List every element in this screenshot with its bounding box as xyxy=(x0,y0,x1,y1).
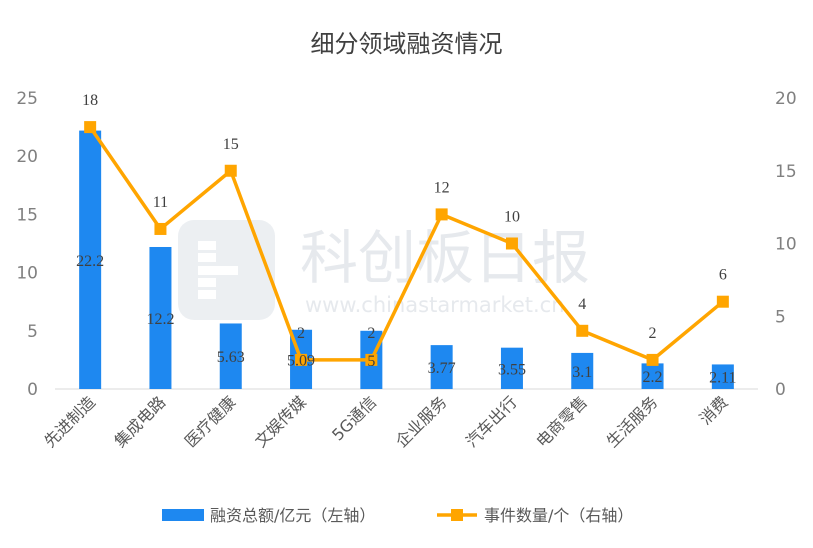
left-axis-tick: 10 xyxy=(16,264,38,284)
line-marker xyxy=(84,121,97,134)
bar xyxy=(641,363,664,389)
category-label: 集成电路 xyxy=(111,392,170,451)
line-data-label: 15 xyxy=(223,136,239,153)
line-data-label: 11 xyxy=(153,194,168,211)
line-marker xyxy=(224,164,237,177)
line-marker xyxy=(435,208,448,221)
left-axis-tick: 15 xyxy=(16,205,38,225)
line-series xyxy=(88,126,724,362)
left-axis-tick: 25 xyxy=(16,89,38,109)
line-data-label: 2 xyxy=(297,325,305,342)
bar-data-label: 3.55 xyxy=(498,361,526,378)
right-axis-tick: 5 xyxy=(775,307,786,327)
line-marker xyxy=(576,324,589,337)
category-label: 生活服务 xyxy=(603,392,662,451)
line-data-label: 6 xyxy=(719,267,727,284)
left-axis-tick: 20 xyxy=(16,147,38,167)
line-marker xyxy=(505,237,518,250)
category-label: 文娱传媒 xyxy=(251,392,310,451)
chart-title: 细分领域融资情况 xyxy=(310,30,503,58)
line-data-label: 18 xyxy=(82,92,98,109)
right-axis-tick: 15 xyxy=(775,162,797,182)
right-axis-tick: 20 xyxy=(775,89,797,109)
bar-data-label: 3.1 xyxy=(572,364,592,381)
line-marker xyxy=(295,353,308,366)
category-label: 消费 xyxy=(696,392,732,428)
legend-bar-label: 融资总额/亿元（左轴） xyxy=(210,506,375,525)
watermark-logo xyxy=(178,220,275,320)
bar xyxy=(149,246,172,389)
category-label: 电商零售 xyxy=(532,392,591,451)
bar-data-label: 22.2 xyxy=(76,253,104,270)
line-data-label: 10 xyxy=(504,209,520,226)
bar-data-label: 2.11 xyxy=(709,370,736,387)
bar-data-label: 5.63 xyxy=(217,349,245,366)
watermark-text: 科创板日报 xyxy=(300,224,590,292)
bar xyxy=(79,130,102,390)
left-axis-tick: 0 xyxy=(27,380,38,400)
legend-line-marker xyxy=(451,509,463,521)
bar-data-label: 5.09 xyxy=(287,352,315,369)
category-label: 先进制造 xyxy=(40,392,99,451)
category-label: 企业服务 xyxy=(392,392,451,451)
category-label: 5G通信 xyxy=(328,392,380,444)
bar xyxy=(219,323,242,389)
line-data-label: 12 xyxy=(434,179,450,196)
line-marker xyxy=(646,353,659,366)
right-axis-tick: 10 xyxy=(775,235,797,255)
bar-data-label: 5 xyxy=(367,353,375,370)
line-data-label: 4 xyxy=(578,296,586,313)
line-marker xyxy=(154,222,167,235)
left-axis-tick: 5 xyxy=(27,322,38,342)
legend-line-label: 事件数量/个（右轴） xyxy=(484,506,633,525)
bar-data-label: 3.77 xyxy=(428,360,456,377)
watermark-url: www.chinastarmarket.cn xyxy=(305,293,565,317)
line-marker xyxy=(365,353,378,366)
line-data-label: 2 xyxy=(649,325,657,342)
right-axis-tick: 0 xyxy=(775,380,786,400)
category-label: 医疗健康 xyxy=(181,392,240,451)
legend-bar-swatch xyxy=(162,509,204,521)
bar xyxy=(571,352,594,389)
bar xyxy=(430,345,453,389)
line-data-label: 2 xyxy=(367,325,375,342)
bar xyxy=(500,347,523,389)
bar xyxy=(711,364,734,389)
category-label: 汽车出行 xyxy=(462,392,521,451)
bar-data-label: 2.2 xyxy=(643,369,663,386)
bar-data-label: 12.2 xyxy=(146,311,174,328)
line-marker xyxy=(716,295,729,308)
